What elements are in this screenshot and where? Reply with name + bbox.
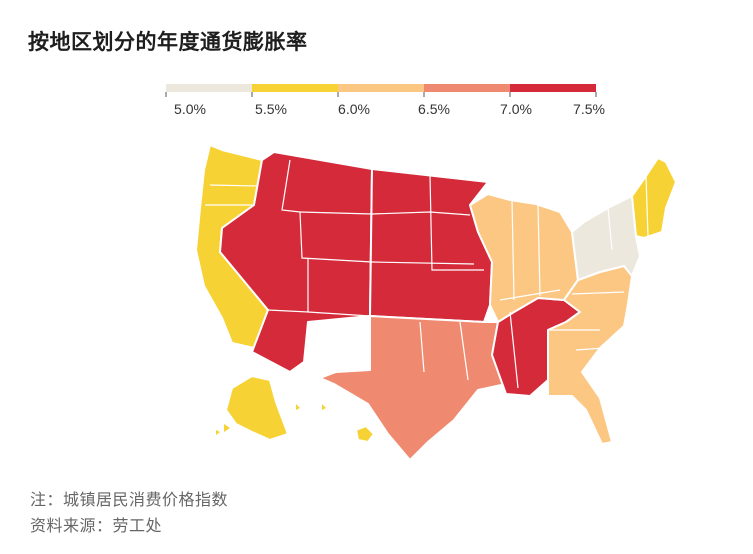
legend-swatch-3 — [338, 84, 424, 92]
legend-tick-2: 5.5% — [255, 101, 287, 117]
chart-title: 按地区划分的年度通货膨胀率 — [28, 30, 308, 54]
source-note: 资料来源：劳工处 — [30, 516, 163, 535]
legend-tick-1: 5.0% — [174, 101, 206, 117]
legend-swatch-1 — [166, 84, 252, 92]
legend: 5.0% 5.5% 6.0% 6.5% 7.0% 7.5% — [164, 80, 609, 120]
region-west-south-central — [319, 315, 507, 461]
region-new-england — [631, 157, 677, 239]
legend-swatch-5 — [510, 84, 596, 92]
legend-swatch-4 — [424, 84, 510, 92]
region-hawaii — [355, 425, 375, 443]
legend-tick-5: 7.0% — [500, 101, 532, 117]
legend-swatch-2 — [252, 84, 338, 92]
region-alaska — [225, 375, 289, 441]
footnote: 注：城镇居民消费价格指数 — [30, 490, 229, 509]
legend-tick-3: 6.0% — [338, 101, 370, 117]
region-middle-atlantic — [571, 195, 641, 281]
legend-tick-6: 7.5% — [573, 101, 605, 117]
state-borders — [205, 159, 649, 389]
legend-tick-4: 6.5% — [418, 101, 450, 117]
